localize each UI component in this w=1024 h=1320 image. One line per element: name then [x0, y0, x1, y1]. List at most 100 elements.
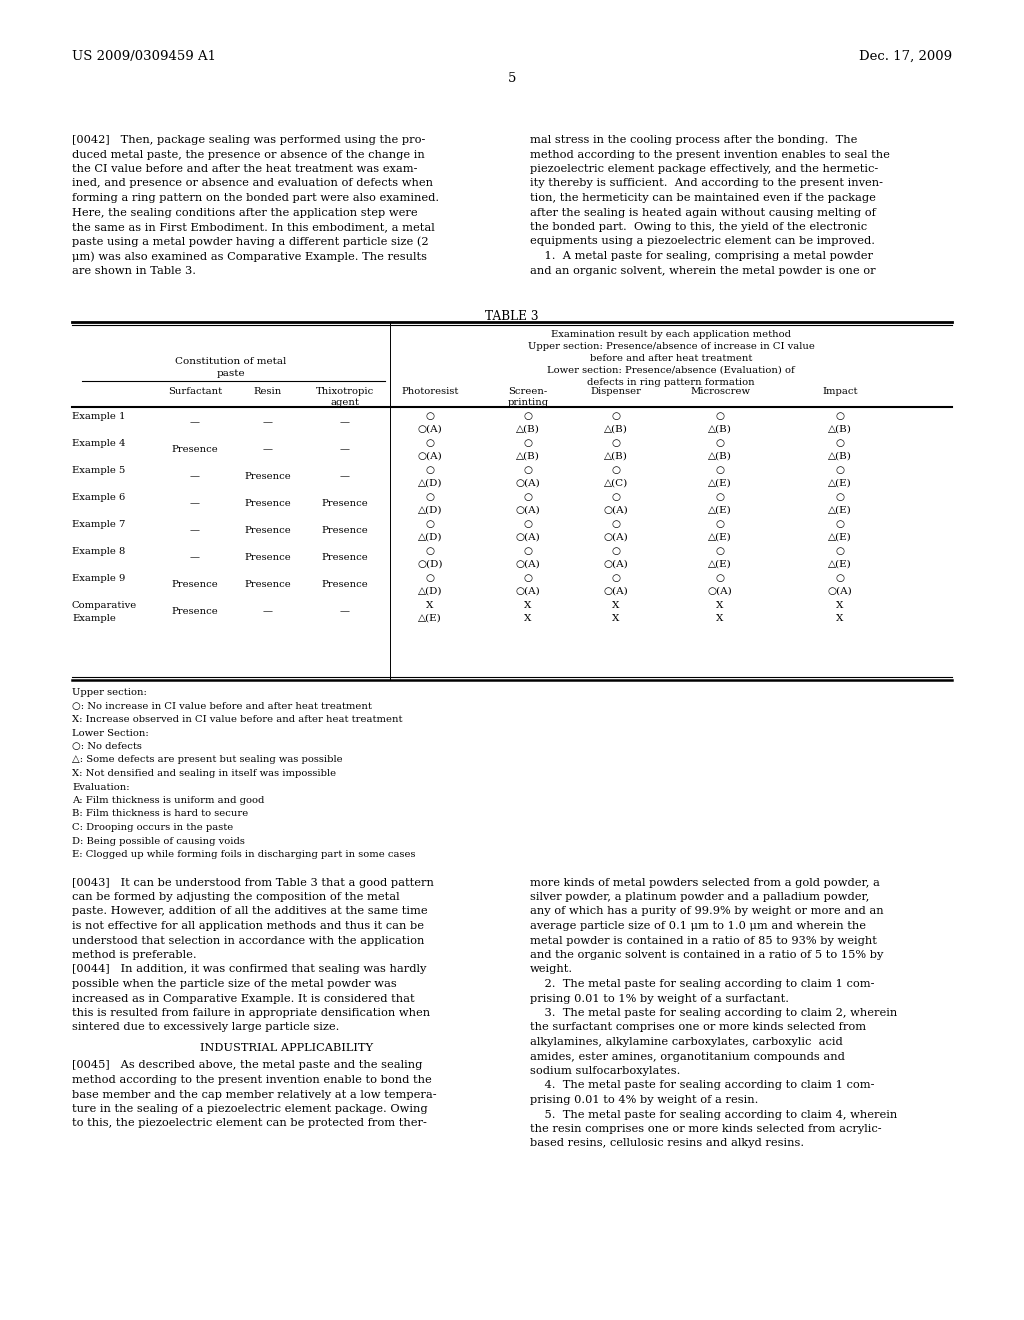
Text: 1.  A metal paste for sealing, comprising a metal powder: 1. A metal paste for sealing, comprising… — [530, 251, 873, 261]
Text: ○: ○ — [716, 492, 725, 502]
Text: ○: ○ — [611, 520, 621, 529]
Text: Constitution of metal: Constitution of metal — [175, 356, 287, 366]
Text: △(B): △(B) — [828, 425, 852, 434]
Text: ○(A): ○(A) — [516, 560, 541, 569]
Text: —: — — [190, 418, 200, 426]
Text: [0044]   In addition, it was confirmed that sealing was hardly: [0044] In addition, it was confirmed tha… — [72, 965, 426, 974]
Text: ○: ○ — [523, 412, 532, 421]
Text: Upper section: Presence/absence of increase in CI value: Upper section: Presence/absence of incre… — [527, 342, 814, 351]
Text: duced metal paste, the presence or absence of the change in: duced metal paste, the presence or absen… — [72, 149, 425, 160]
Text: ○: ○ — [523, 520, 532, 529]
Text: ○: ○ — [611, 440, 621, 447]
Text: —: — — [190, 499, 200, 508]
Text: defects in ring pattern formation: defects in ring pattern formation — [587, 378, 755, 387]
Text: [0045]   As described above, the metal paste and the sealing: [0045] As described above, the metal pas… — [72, 1060, 422, 1071]
Text: forming a ring pattern on the bonded part were also examined.: forming a ring pattern on the bonded par… — [72, 193, 439, 203]
Text: —: — — [340, 418, 350, 426]
Text: mal stress in the cooling process after the bonding.  The: mal stress in the cooling process after … — [530, 135, 857, 145]
Text: ○(D): ○(D) — [417, 560, 442, 569]
Text: Presence: Presence — [322, 525, 369, 535]
Text: —: — — [340, 445, 350, 454]
Text: ○: ○ — [611, 574, 621, 583]
Text: C: Drooping occurs in the paste: C: Drooping occurs in the paste — [72, 822, 233, 832]
Text: A: Film thickness is uniform and good: A: Film thickness is uniform and good — [72, 796, 264, 805]
Text: ○: ○ — [836, 546, 845, 556]
Text: ○: ○ — [611, 412, 621, 421]
Text: △(C): △(C) — [604, 479, 628, 488]
Text: ○: ○ — [836, 412, 845, 421]
Text: [0043]   It can be understood from Table 3 that a good pattern: [0043] It can be understood from Table 3… — [72, 878, 434, 887]
Text: [0042]   Then, package sealing was performed using the pro-: [0042] Then, package sealing was perform… — [72, 135, 425, 145]
Text: ○: ○ — [523, 546, 532, 556]
Text: —: — — [263, 445, 273, 454]
Text: the same as in First Embodiment. In this embodiment, a metal: the same as in First Embodiment. In this… — [72, 222, 435, 232]
Text: ○: ○ — [426, 440, 434, 447]
Text: base member and the cap member relatively at a low tempera-: base member and the cap member relativel… — [72, 1089, 436, 1100]
Text: ○(A): ○(A) — [603, 587, 629, 597]
Text: Evaluation:: Evaluation: — [72, 783, 130, 792]
Text: Example 1: Example 1 — [72, 412, 126, 421]
Text: increased as in Comparative Example. It is considered that: increased as in Comparative Example. It … — [72, 994, 415, 1003]
Text: E: Clogged up while forming foils in discharging part in some cases: E: Clogged up while forming foils in dis… — [72, 850, 416, 859]
Text: ○: ○ — [716, 520, 725, 529]
Text: Example 6: Example 6 — [72, 492, 125, 502]
Text: Impact: Impact — [822, 387, 858, 396]
Text: agent: agent — [331, 399, 359, 407]
Text: D: Being possible of causing voids: D: Being possible of causing voids — [72, 837, 245, 846]
Text: Photoresist: Photoresist — [401, 387, 459, 396]
Text: understood that selection in accordance with the application: understood that selection in accordance … — [72, 936, 424, 945]
Text: 2.  The metal paste for sealing according to claim 1 com-: 2. The metal paste for sealing according… — [530, 979, 874, 989]
Text: Presence: Presence — [245, 473, 292, 480]
Text: X: Not densified and sealing in itself was impossible: X: Not densified and sealing in itself w… — [72, 770, 336, 777]
Text: and the organic solvent is contained in a ratio of 5 to 15% by: and the organic solvent is contained in … — [530, 950, 884, 960]
Text: ○: ○ — [716, 466, 725, 475]
Text: Example: Example — [72, 614, 116, 623]
Text: paste. However, addition of all the additives at the same time: paste. However, addition of all the addi… — [72, 907, 428, 916]
Text: ○(A): ○(A) — [603, 560, 629, 569]
Text: sodium sulfocarboxylates.: sodium sulfocarboxylates. — [530, 1067, 680, 1076]
Text: after the sealing is heated again without causing melting of: after the sealing is heated again withou… — [530, 207, 876, 218]
Text: △(D): △(D) — [418, 479, 442, 488]
Text: X: X — [612, 601, 620, 610]
Text: tion, the hermeticity can be maintained even if the package: tion, the hermeticity can be maintained … — [530, 193, 876, 203]
Text: ined, and presence or absence and evaluation of defects when: ined, and presence or absence and evalua… — [72, 178, 433, 189]
Text: —: — — [263, 418, 273, 426]
Text: X: X — [717, 614, 724, 623]
Text: and an organic solvent, wherein the metal powder is one or: and an organic solvent, wherein the meta… — [530, 265, 876, 276]
Text: ○(A): ○(A) — [516, 587, 541, 597]
Text: Here, the sealing conditions after the application step were: Here, the sealing conditions after the a… — [72, 207, 418, 218]
Text: ○(A): ○(A) — [516, 506, 541, 515]
Text: Presence: Presence — [245, 499, 292, 508]
Text: —: — — [190, 553, 200, 562]
Text: Upper section:: Upper section: — [72, 688, 146, 697]
Text: ○: ○ — [836, 466, 845, 475]
Text: μm) was also examined as Comparative Example. The results: μm) was also examined as Comparative Exa… — [72, 251, 427, 261]
Text: Example 9: Example 9 — [72, 574, 125, 583]
Text: X: Increase observed in CI value before and after heat treatment: X: Increase observed in CI value before … — [72, 715, 402, 723]
Text: Example 4: Example 4 — [72, 440, 126, 447]
Text: △(E): △(E) — [418, 614, 442, 623]
Text: paste using a metal powder having a different particle size (2: paste using a metal powder having a diff… — [72, 236, 429, 247]
Text: ○: ○ — [611, 492, 621, 502]
Text: ○: ○ — [836, 440, 845, 447]
Text: the resin comprises one or more kinds selected from acrylic-: the resin comprises one or more kinds se… — [530, 1125, 882, 1134]
Text: △(B): △(B) — [708, 451, 732, 461]
Text: —: — — [340, 473, 350, 480]
Text: ○(A): ○(A) — [827, 587, 852, 597]
Text: —: — — [340, 607, 350, 616]
Text: 4.  The metal paste for sealing according to claim 1 com-: 4. The metal paste for sealing according… — [530, 1081, 874, 1090]
Text: to this, the piezoelectric element can be protected from ther-: to this, the piezoelectric element can b… — [72, 1118, 427, 1129]
Text: Presence: Presence — [172, 579, 218, 589]
Text: Example 7: Example 7 — [72, 520, 125, 529]
Text: Presence: Presence — [322, 553, 369, 562]
Text: 5: 5 — [508, 73, 516, 84]
Text: Screen-: Screen- — [508, 387, 548, 396]
Text: Surfactant: Surfactant — [168, 387, 222, 396]
Text: ○: ○ — [716, 412, 725, 421]
Text: the bonded part.  Owing to this, the yield of the electronic: the bonded part. Owing to this, the yiel… — [530, 222, 867, 232]
Text: ○(A): ○(A) — [603, 533, 629, 543]
Text: △(B): △(B) — [516, 451, 540, 461]
Text: X: X — [837, 614, 844, 623]
Text: B: Film thickness is hard to secure: B: Film thickness is hard to secure — [72, 809, 248, 818]
Text: can be formed by adjusting the composition of the metal: can be formed by adjusting the compositi… — [72, 892, 399, 902]
